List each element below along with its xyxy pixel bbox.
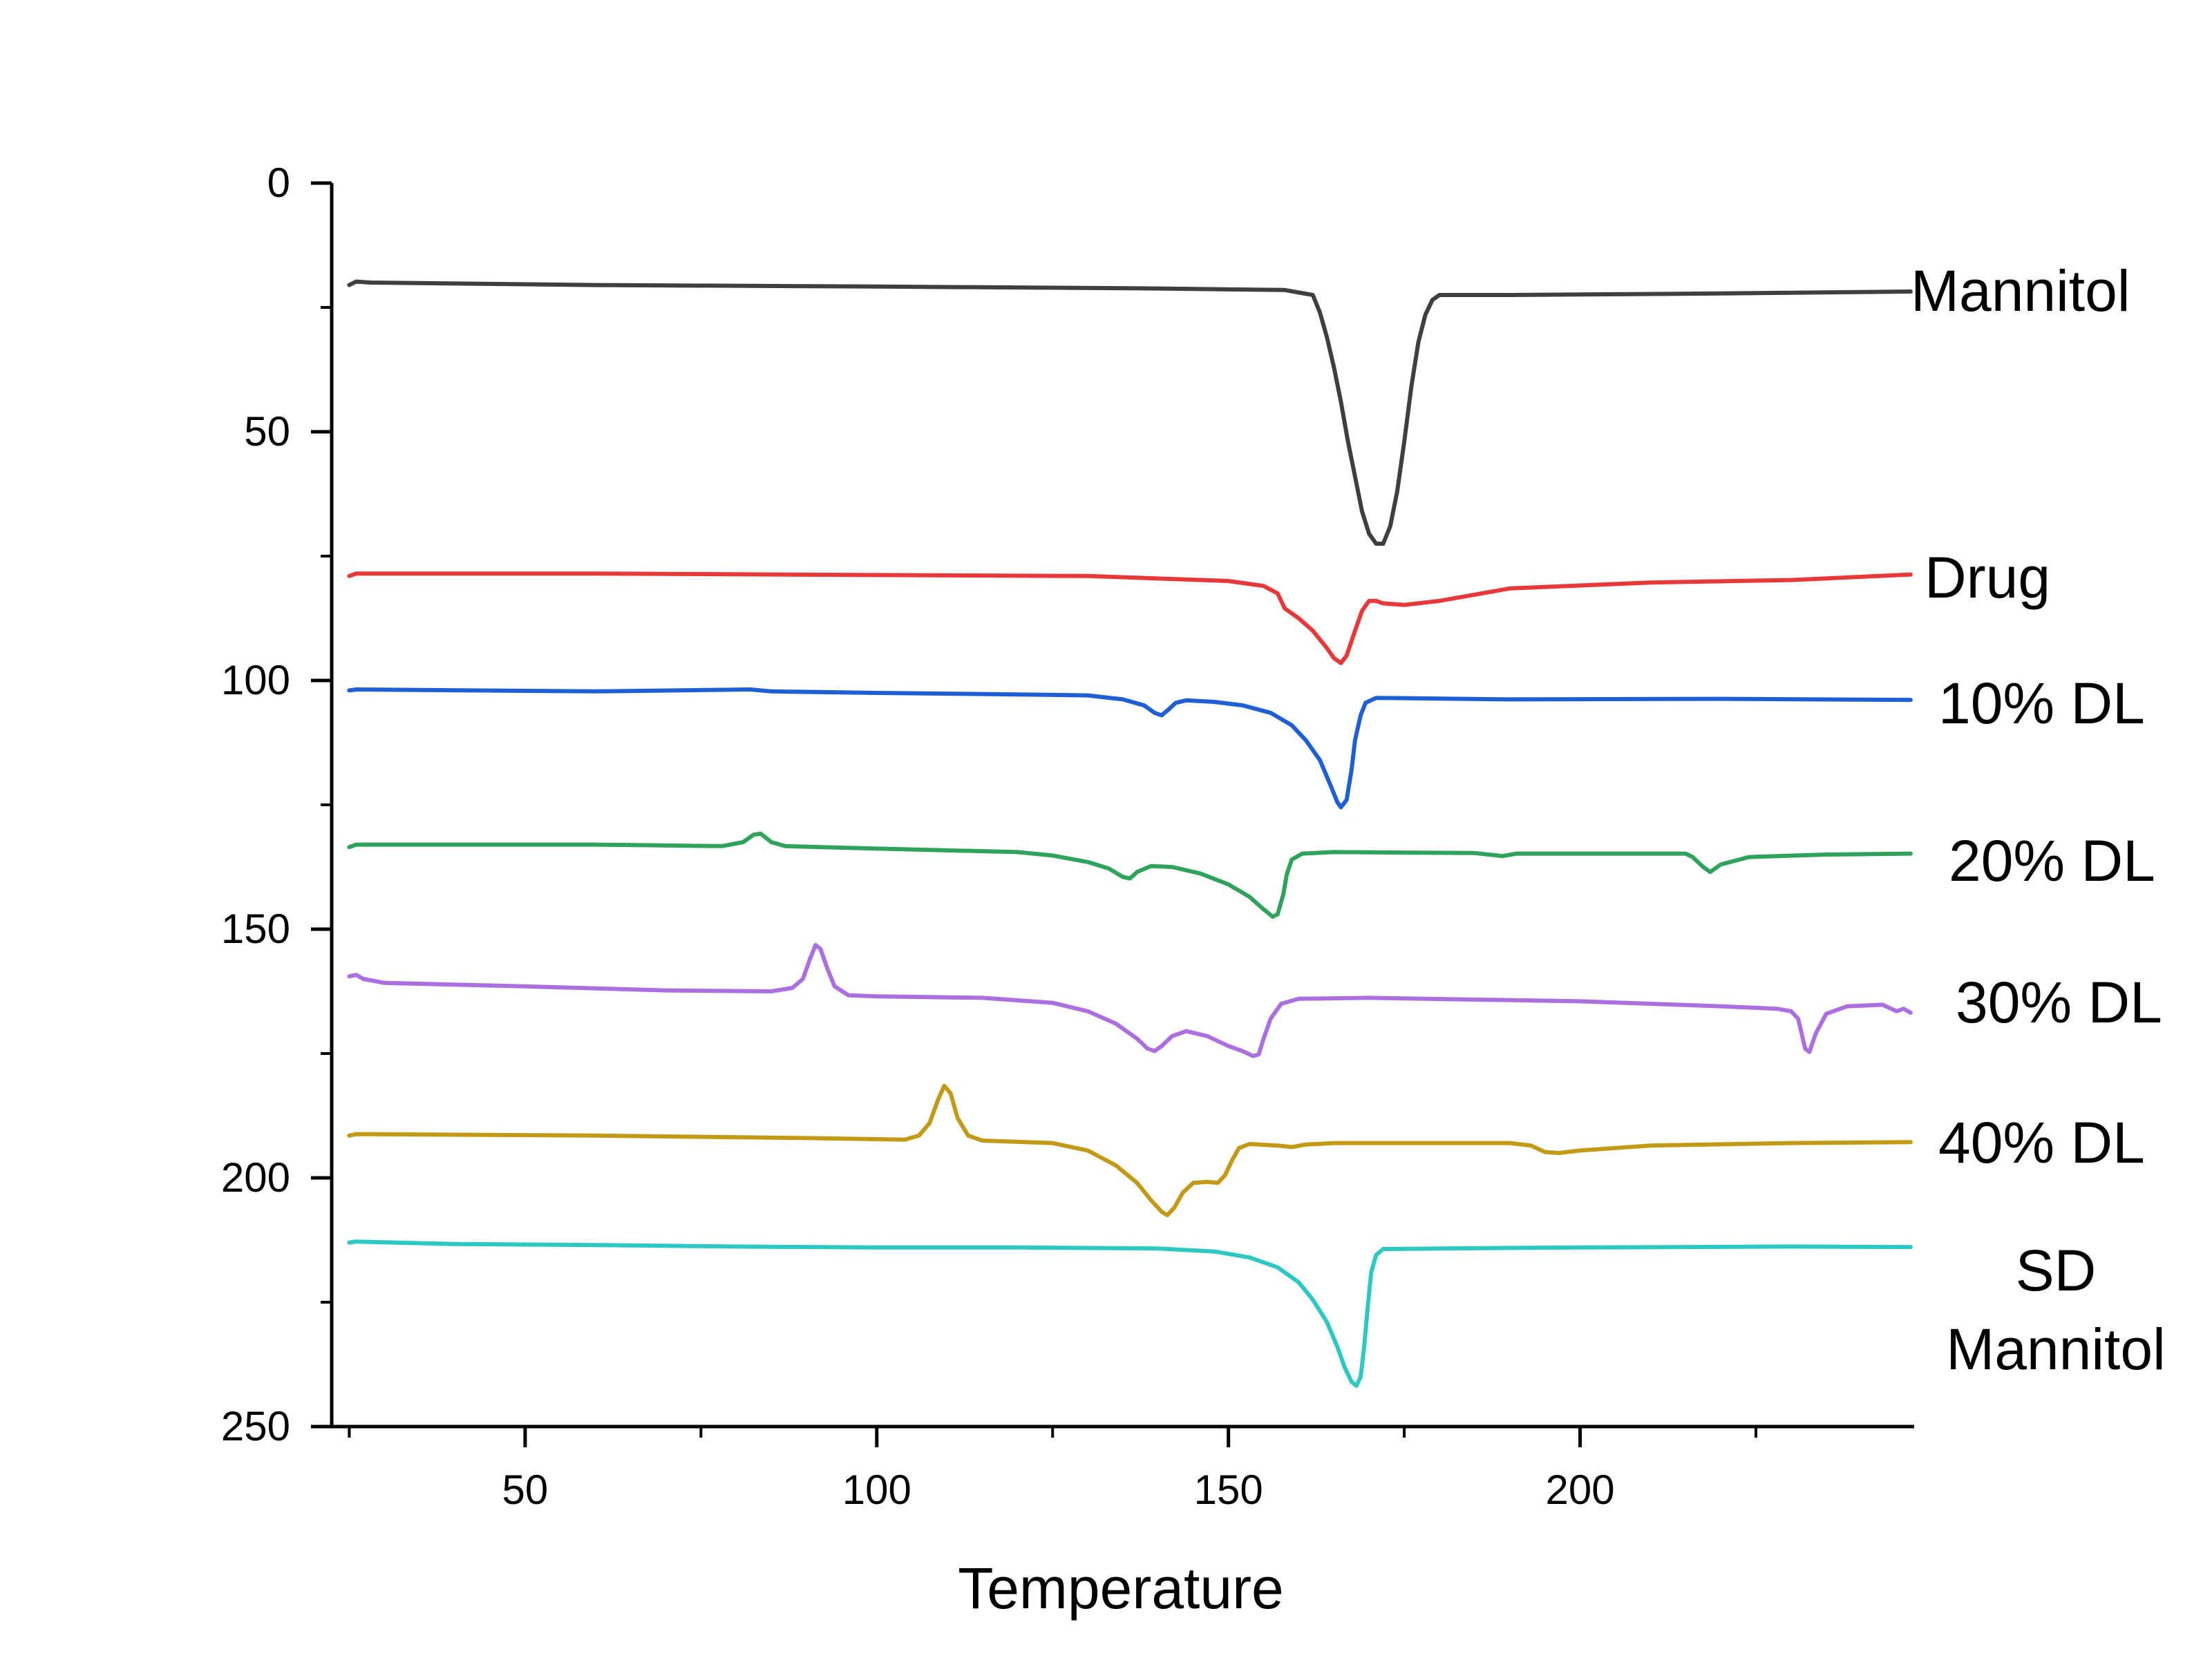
series-label: SD Mannitol bbox=[1946, 1238, 2166, 1382]
x-tick-label: 100 bbox=[842, 1467, 911, 1513]
series-labels: Mannitol Drug 10% DL 20% DL 30% DL 40% DL SD Ma… bbox=[1911, 258, 2166, 1382]
series-label: 30% DL bbox=[1956, 970, 2162, 1035]
series-label: 10% DL bbox=[1938, 671, 2145, 736]
x-tick-label: 150 bbox=[1194, 1467, 1263, 1513]
series-label-line: 30% DL bbox=[1956, 970, 2162, 1035]
series-label: Mannitol bbox=[1911, 258, 2130, 323]
x-tick-label: 50 bbox=[502, 1467, 549, 1513]
series-label-line: Mannitol bbox=[1911, 258, 2130, 323]
x-axis-title: Temperature bbox=[958, 1556, 1284, 1621]
y-tick-label: 250 bbox=[221, 1403, 290, 1449]
series-line bbox=[347, 943, 1913, 1058]
x-tick-label: 200 bbox=[1546, 1467, 1615, 1513]
series-label-line: Drug bbox=[1925, 545, 2050, 610]
series-label-line: SD bbox=[2016, 1238, 2097, 1303]
series-label-line: Mannitol bbox=[1946, 1317, 2166, 1382]
series-line bbox=[347, 279, 1913, 546]
series-label-line: 40% DL bbox=[1938, 1110, 2145, 1175]
axes: 0 50 100 150 200 250 50 100 150 200 bbox=[221, 160, 1914, 1513]
series-label: 40% DL bbox=[1938, 1110, 2145, 1175]
series-label-line: 10% DL bbox=[1938, 671, 2145, 736]
series-label: 20% DL bbox=[1949, 828, 2155, 893]
y-tick-label: 50 bbox=[244, 408, 290, 455]
y-tick-label: 100 bbox=[221, 657, 290, 703]
series-line bbox=[347, 1083, 1913, 1217]
series-label: Drug bbox=[1925, 545, 2050, 610]
y-tick-label: 200 bbox=[221, 1154, 290, 1201]
series-label-line: 20% DL bbox=[1949, 828, 2155, 893]
series-line bbox=[347, 571, 1913, 665]
y-tick-label: 150 bbox=[221, 906, 290, 952]
series-layer bbox=[347, 279, 1913, 1388]
y-tick-label: 0 bbox=[267, 160, 290, 206]
series-line bbox=[347, 687, 1913, 810]
series-line bbox=[347, 1239, 1913, 1388]
series-line bbox=[347, 831, 1913, 919]
